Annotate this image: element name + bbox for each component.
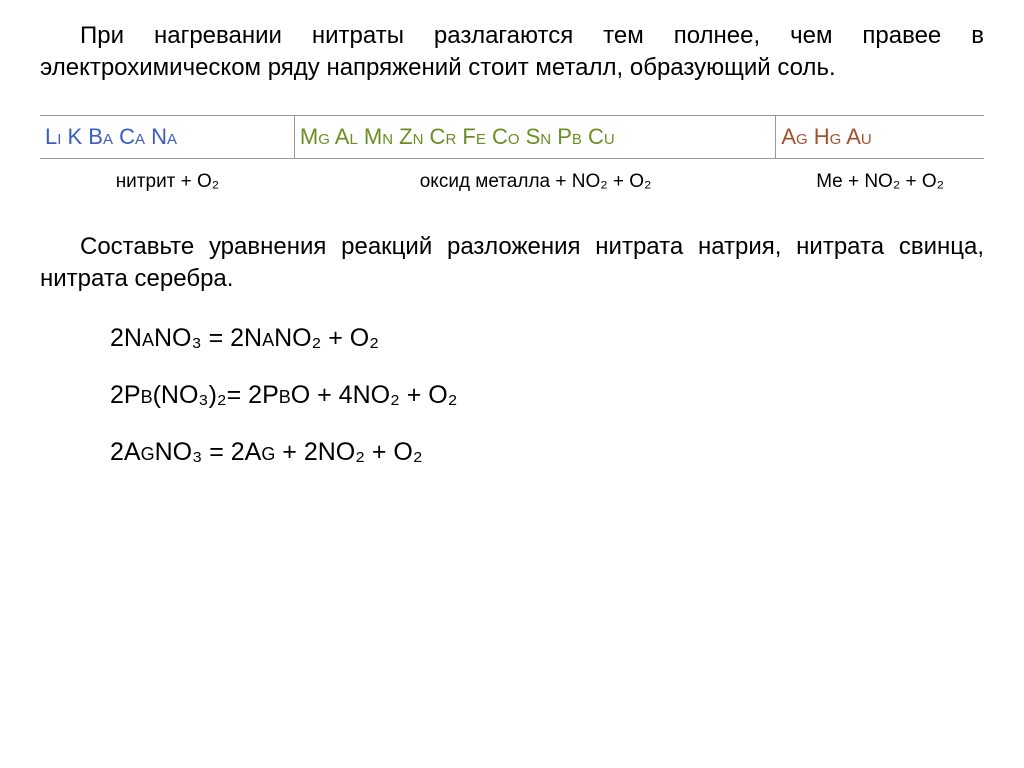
header-group-2: Mg Al Mn Zn Cr Fe Co Sn Pb Cu: [295, 116, 776, 158]
equation-2: 2Pb(NO₃)₂= 2PbO + 4NO₂ + O₂: [110, 381, 984, 410]
result-group-2: оксид металла + NO₂ + O₂: [295, 159, 776, 201]
decomposition-table: Li K Ba Ca Na Mg Al Mn Zn Cr Fe Co Sn Pb…: [40, 115, 984, 201]
equation-1: 2NaNO₃ = 2NaNO₂ + O₂: [110, 324, 984, 353]
header-group-1: Li K Ba Ca Na: [40, 116, 295, 158]
task-paragraph: Составьте уравнения реакций разложения н…: [40, 231, 984, 296]
table-header-row: Li K Ba Ca Na Mg Al Mn Zn Cr Fe Co Sn Pb…: [40, 115, 984, 159]
header-group-3: Ag Hg Au: [776, 116, 984, 158]
result-group-1: нитрит + O₂: [40, 159, 295, 201]
intro-paragraph: При нагревании нитраты разлагаются тем п…: [40, 20, 984, 85]
equation-3: 2AgNO₃ = 2Ag + 2NO₂ + O₂: [110, 438, 984, 467]
table-result-row: нитрит + O₂ оксид металла + NO₂ + O₂ Me …: [40, 159, 984, 201]
result-group-3: Me + NO₂ + O₂: [776, 159, 984, 201]
